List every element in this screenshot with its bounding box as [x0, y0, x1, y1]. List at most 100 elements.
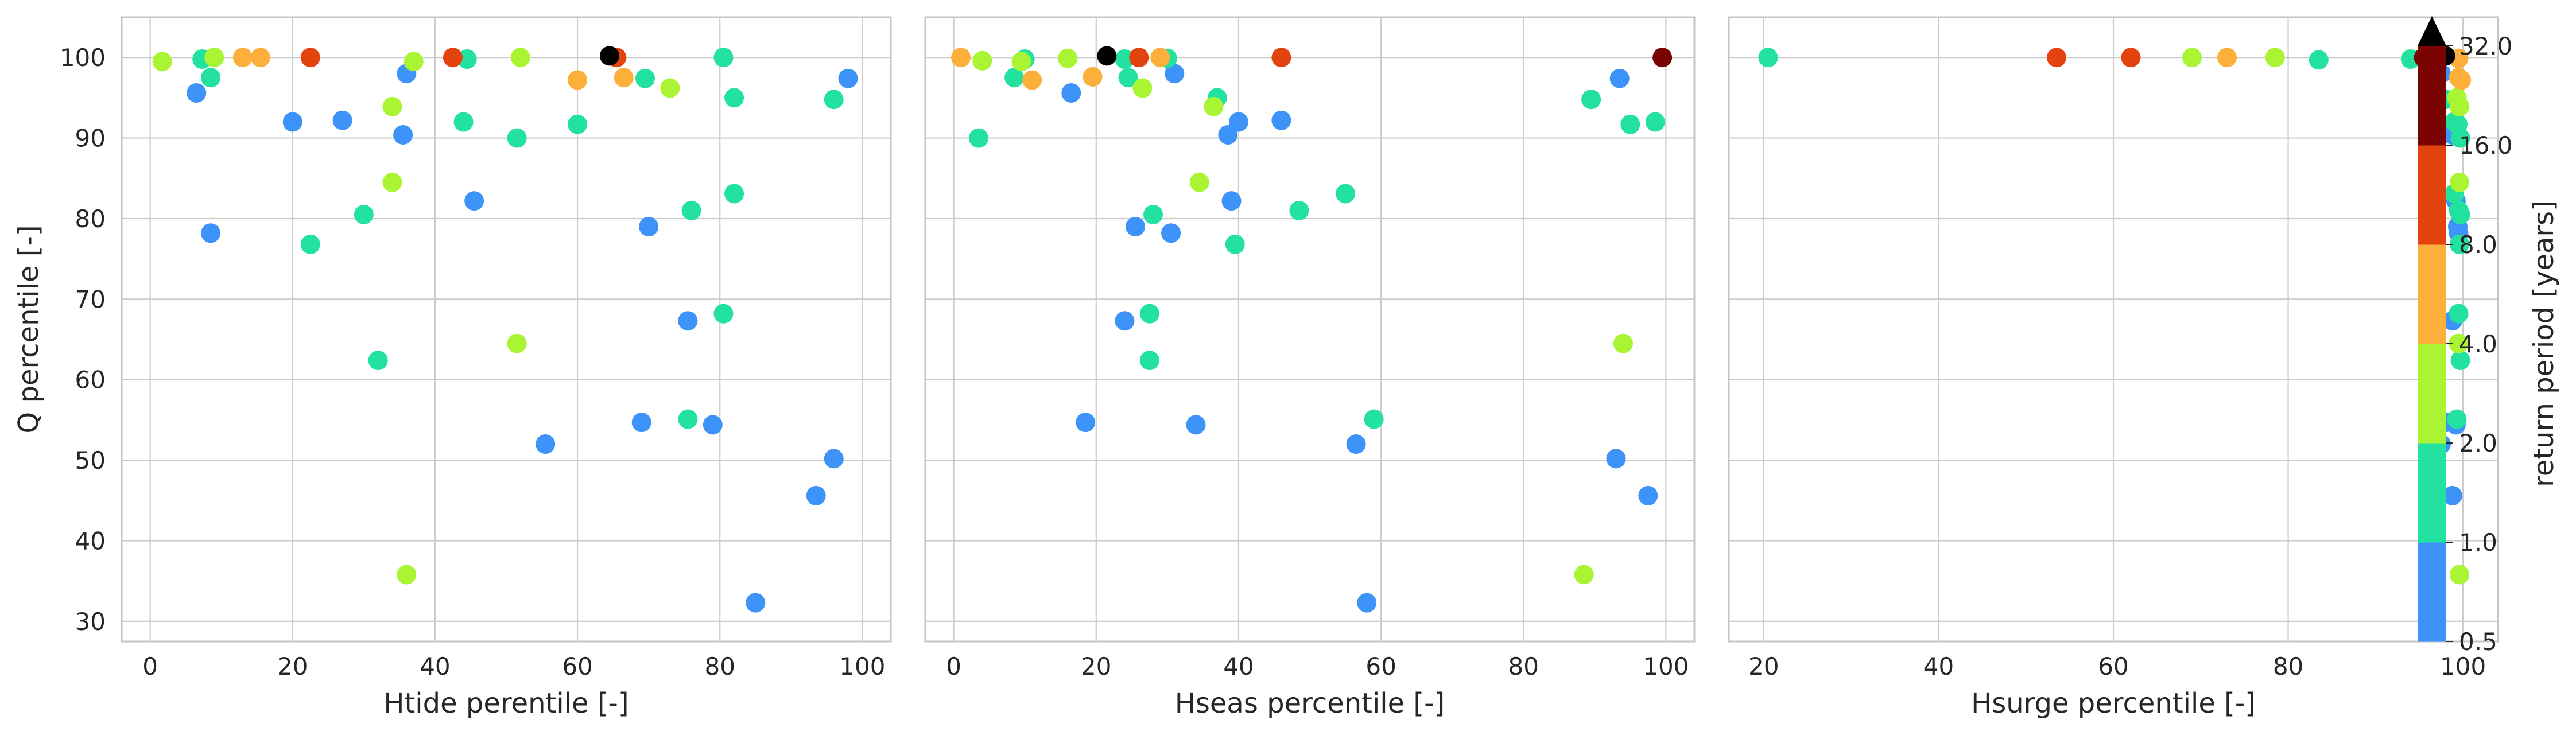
data-point [2449, 333, 2469, 353]
data-point [1097, 46, 1117, 66]
data-point [746, 593, 766, 613]
data-point [806, 485, 826, 505]
data-point [713, 48, 734, 68]
data-point [1218, 125, 1238, 145]
data-point [838, 68, 858, 88]
data-point [678, 409, 698, 429]
data-point [568, 70, 588, 90]
data-point [1083, 67, 1103, 87]
data-point [972, 50, 992, 71]
data-point [703, 415, 723, 435]
data-point [300, 234, 320, 254]
data-point [368, 351, 388, 371]
data-point [635, 68, 655, 88]
data-point [1011, 52, 1031, 72]
data-point [724, 88, 744, 108]
colorbar-segment [2418, 344, 2446, 444]
x-tick-label: 80 [1508, 652, 1538, 680]
data-point [1061, 83, 1081, 103]
data-point [332, 110, 352, 130]
data-point [2450, 234, 2469, 254]
data-point [282, 112, 302, 132]
colorbar-tick-label: 4.0 [2459, 330, 2497, 358]
data-point [1118, 68, 1138, 88]
data-point [1758, 48, 1778, 68]
x-tick-label: 60 [562, 652, 592, 680]
data-point [2265, 48, 2285, 68]
y-tick-label: 60 [75, 366, 106, 394]
data-point [713, 304, 734, 324]
x-tick-label: 60 [1365, 652, 1396, 680]
y-tick-label: 100 [60, 44, 106, 72]
data-point [1058, 48, 1078, 68]
data-point [1289, 200, 1309, 220]
colorbar-segment [2418, 542, 2446, 642]
data-point [1609, 68, 1630, 88]
data-point [2451, 70, 2472, 90]
plot-frame [924, 16, 1696, 643]
x-tick-label: 100 [1643, 652, 1689, 680]
data-point [250, 48, 270, 68]
scatter-panels: 0 20 40 60 80 100 30 40 50 60 70 80 90 100 Htide peren… [13, 16, 2499, 719]
data-point [201, 223, 221, 243]
x-tick-label: 100 [839, 652, 885, 680]
data-point [824, 90, 844, 110]
data-point [2450, 128, 2470, 148]
data-point [300, 48, 320, 68]
colorbar-tick-label: 32.0 [2459, 32, 2513, 60]
data-point [152, 52, 172, 72]
data-point [2047, 48, 2067, 68]
data-point [464, 191, 484, 211]
y-tick-label: 40 [75, 527, 106, 555]
data-point [1129, 48, 1149, 68]
data-point [631, 413, 651, 433]
data-point [2182, 48, 2202, 68]
data-point [660, 78, 680, 98]
x-tick-label: 40 [1223, 652, 1254, 680]
data-point [397, 565, 417, 585]
data-point [681, 200, 701, 220]
data-point [678, 311, 698, 331]
data-point [404, 52, 424, 72]
data-point [1606, 449, 1626, 469]
data-point [1638, 485, 1658, 505]
data-point [1620, 114, 1640, 134]
data-point [614, 68, 634, 88]
data-point [1139, 351, 1159, 371]
data-point [382, 172, 402, 192]
data-point [507, 128, 527, 148]
panel-2: 0 20 40 60 80 100 Hseas percentile [-] [924, 16, 1696, 719]
panel-1: 0 20 40 60 80 100 30 40 50 60 70 80 90 100 Htide peren… [13, 16, 892, 719]
data-point [1204, 96, 1224, 116]
data-point [824, 449, 844, 469]
data-point [951, 48, 971, 68]
data-point [1271, 110, 1291, 130]
data-point [453, 112, 474, 132]
data-point [1221, 191, 1242, 211]
colorbar: 0.5 1.0 2.0 4.0 8.0 16.0 32.0 return period [ye… [2418, 16, 2560, 656]
data-point [1364, 409, 1384, 429]
data-point [2447, 409, 2467, 429]
colorbar-extend-arrow [2418, 16, 2446, 46]
x-tick-label: 0 [946, 652, 961, 680]
colorbar-segment [2418, 443, 2446, 543]
y-axis-label: Q percentile [-] [13, 225, 45, 433]
y-tick-label: 70 [75, 285, 106, 313]
data-point [1225, 234, 1245, 254]
x-tick-label: 20 [1748, 652, 1779, 680]
data-point [1132, 78, 1153, 98]
data-point [1186, 415, 1206, 435]
data-point [1645, 112, 1665, 132]
data-point [457, 49, 477, 69]
y-tick-label: 30 [75, 608, 106, 636]
plot-frame [121, 16, 892, 643]
data-point [354, 204, 374, 224]
data-point [2450, 351, 2470, 371]
data-point [1271, 48, 1291, 68]
data-point [1126, 217, 1146, 237]
data-point [443, 48, 463, 68]
data-point [1581, 90, 1601, 110]
data-point [201, 68, 221, 88]
colorbar-tick-label: 8.0 [2459, 231, 2497, 259]
